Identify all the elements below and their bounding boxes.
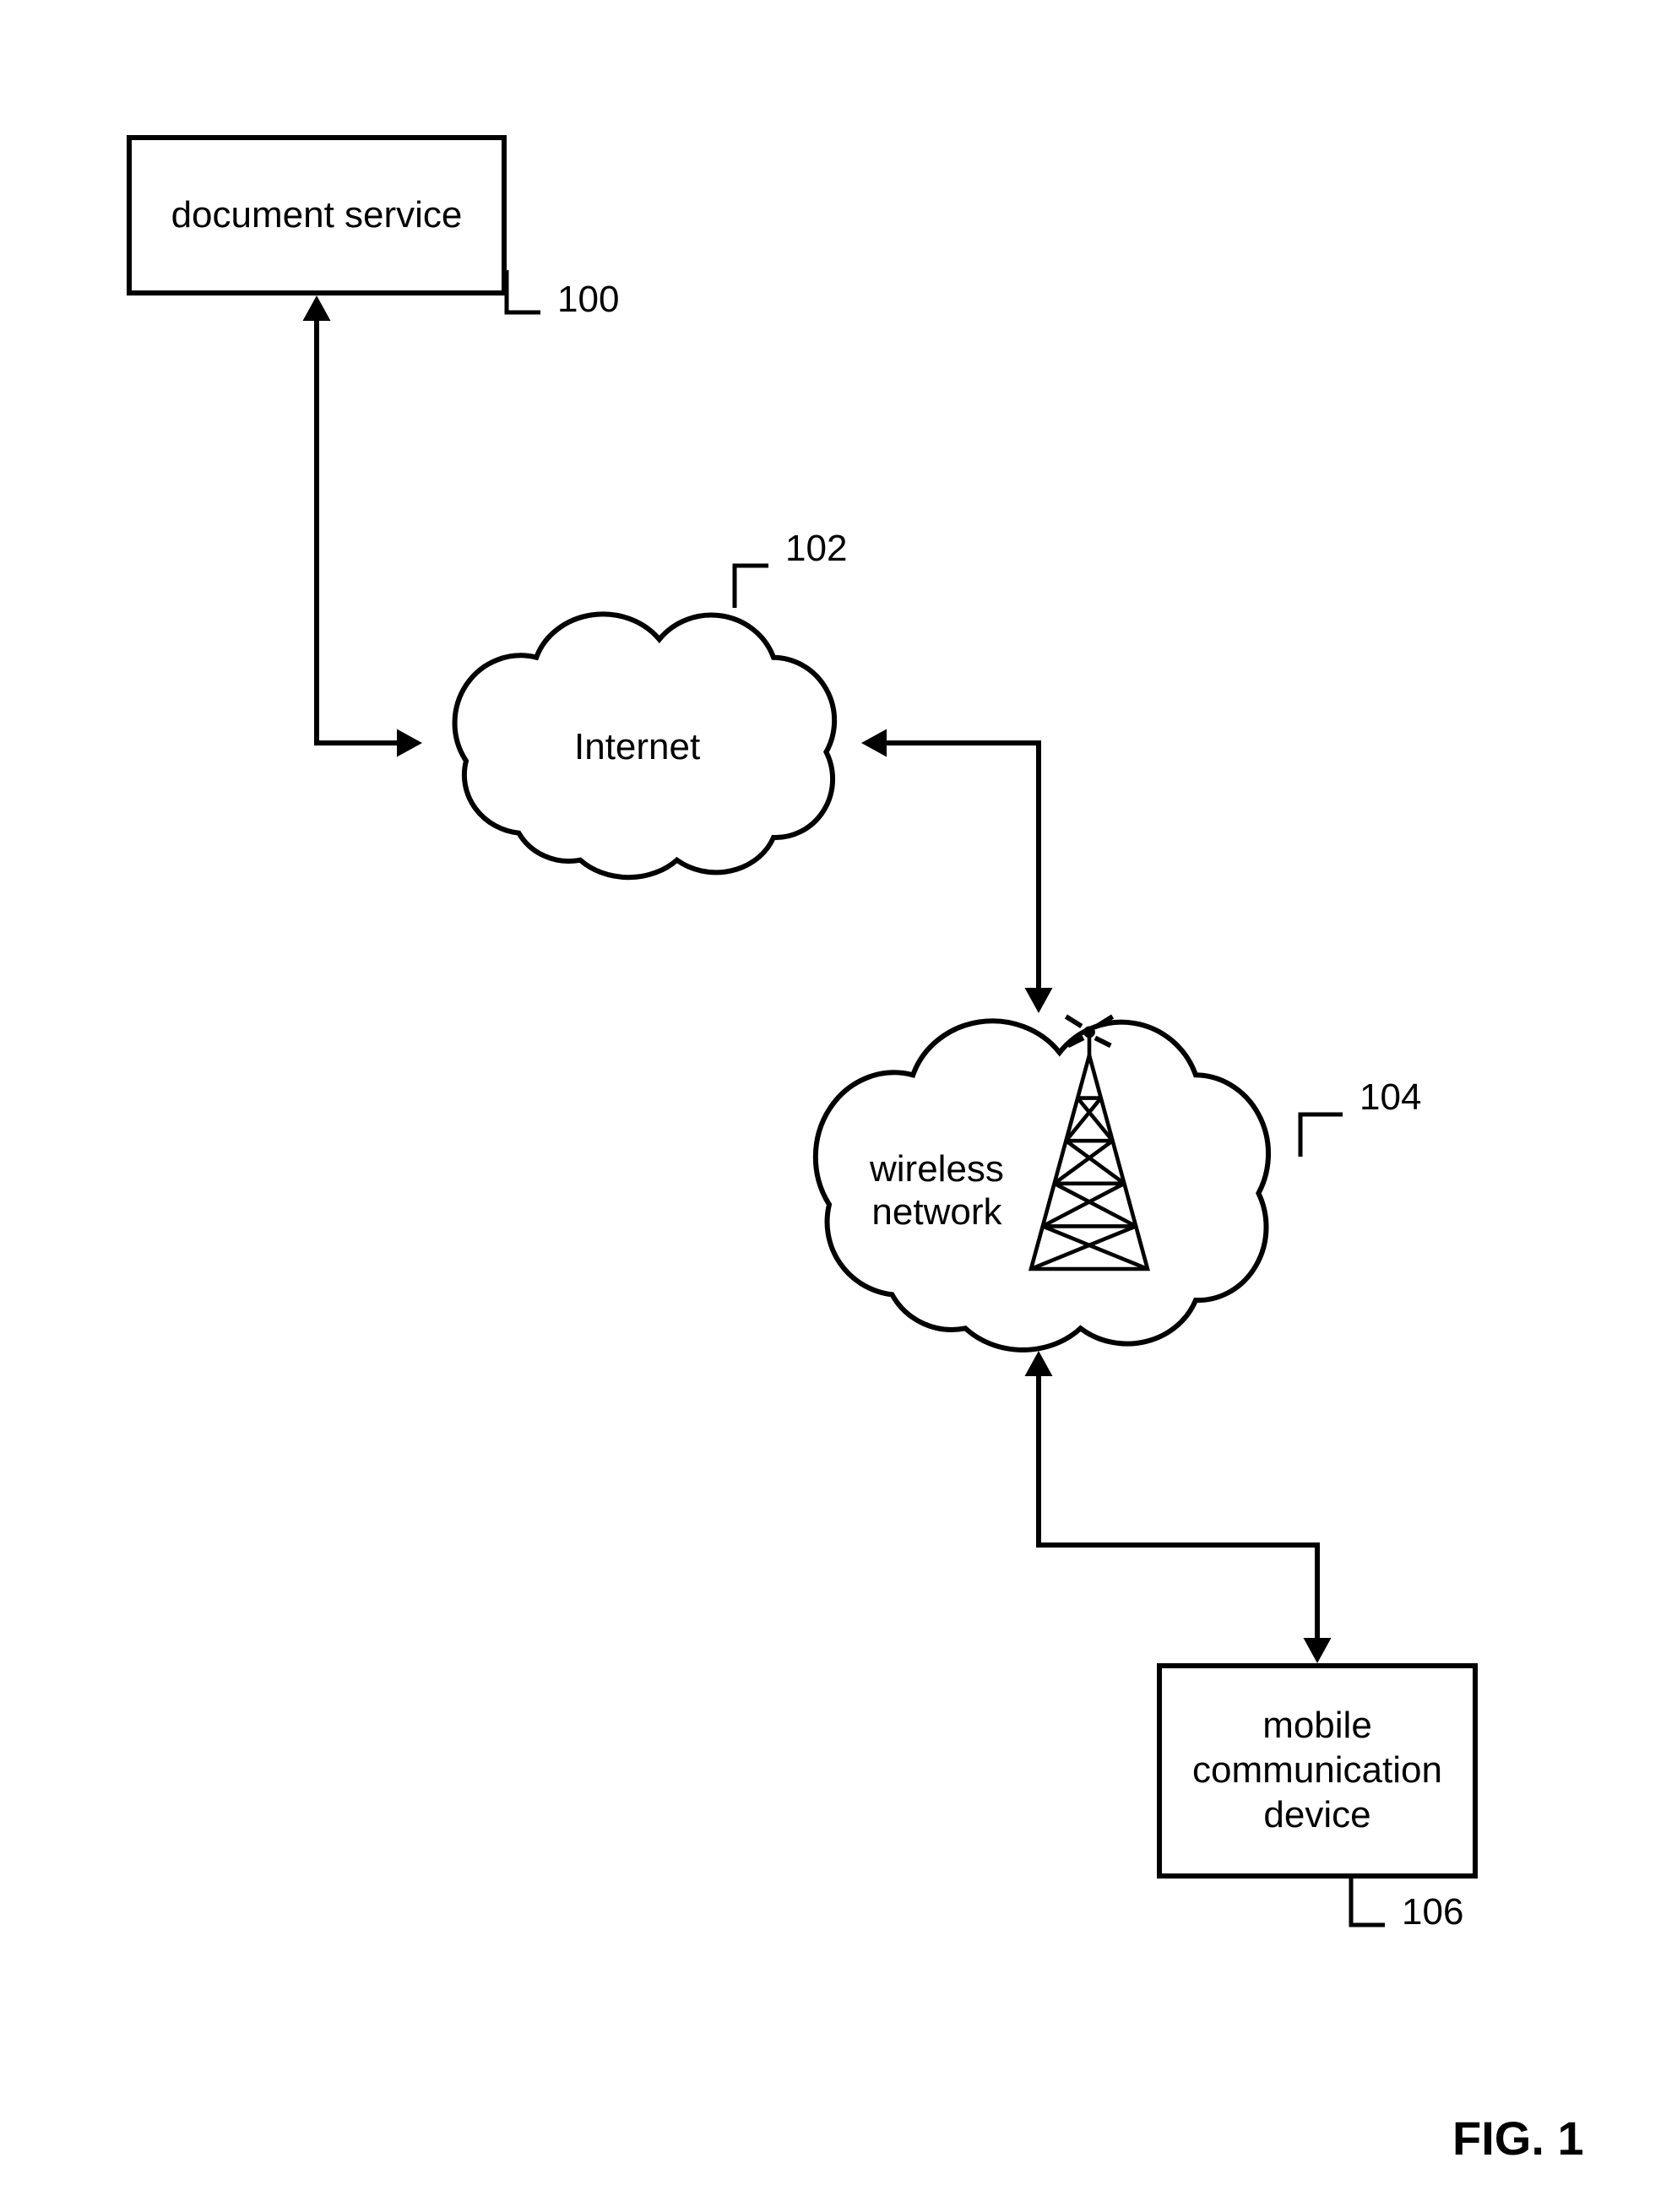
doc_service-label: document service (161, 193, 473, 238)
edge-internet-wireless-arrow-start (861, 729, 887, 757)
edge-doc_service-internet (317, 318, 399, 743)
edge-wireless-mobile-arrow-start (1025, 1351, 1053, 1376)
internet-label: Internet (574, 726, 700, 769)
edge-doc_service-internet-arrow-end (397, 729, 422, 757)
internet-ref: 102 (785, 528, 847, 570)
mobile-box: mobile communication device (1157, 1663, 1478, 1879)
mobile-label: mobile communication device (1182, 1704, 1452, 1837)
mobile-ref: 106 (1402, 1891, 1463, 1933)
doc_service-box: document service (127, 135, 507, 295)
figure-label: FIG. 1 (1452, 2111, 1584, 2166)
wireless-callout (1300, 1114, 1343, 1157)
mobile-callout (1351, 1879, 1385, 1925)
wireless-label: wireless network (870, 1148, 1004, 1233)
wireless-ref: 104 (1360, 1076, 1421, 1119)
edge-internet-wireless-arrow-end (1025, 988, 1053, 1013)
edge-wireless-mobile-arrow-end (1304, 1638, 1332, 1663)
doc_service-ref: 100 (557, 279, 619, 321)
internet-callout (735, 566, 768, 608)
edge-internet-wireless (884, 743, 1039, 990)
doc_service-callout (507, 270, 540, 312)
edge-doc_service-internet-arrow-start (303, 295, 331, 321)
edge-wireless-mobile (1039, 1374, 1317, 1640)
